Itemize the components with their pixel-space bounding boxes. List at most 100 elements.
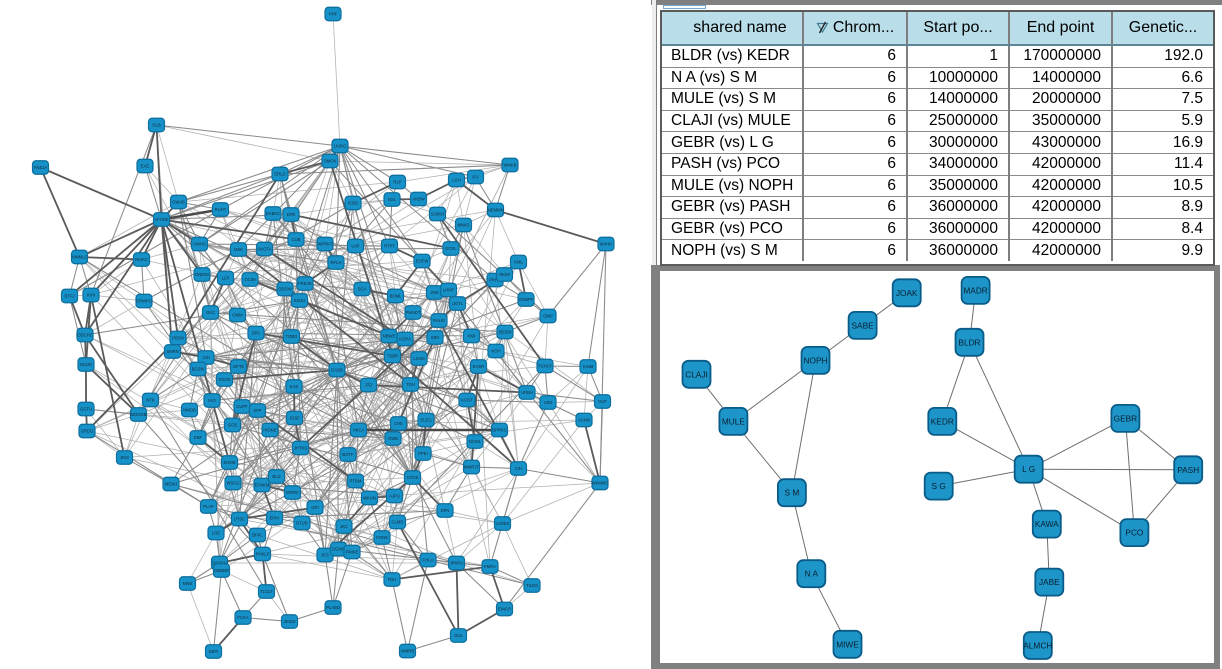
svg-text:OMM: OMM [232, 313, 243, 318]
svg-text:UUOG: UUOG [334, 144, 347, 149]
svg-text:SIRI: SIRI [431, 335, 439, 340]
svg-text:DNEIM: DNEIM [195, 272, 209, 277]
svg-text:GKC: GKC [206, 310, 215, 315]
svg-text:ELEG: ELEG [420, 418, 431, 423]
svg-text:JABE: JABE [1039, 577, 1060, 587]
svg-text:GWB: GWB [388, 436, 398, 441]
svg-text:LGE: LGE [212, 531, 221, 536]
svg-text:UKD: UKD [544, 400, 553, 405]
svg-text:SBJSK: SBJSK [498, 330, 511, 335]
svg-text:CHE: CHE [394, 421, 403, 426]
svg-text:BTFJ: BTFJ [64, 294, 74, 299]
svg-text:PRHU: PRHU [489, 278, 501, 283]
svg-text:CUB: CUB [292, 237, 301, 242]
svg-text:KML: KML [514, 260, 523, 265]
svg-text:HKCA: HKCA [353, 428, 365, 433]
svg-text:LHMT: LHMT [443, 288, 455, 293]
svg-text:SKOTA: SKOTA [258, 247, 272, 252]
svg-text:TGH: TGH [406, 382, 415, 387]
svg-text:FREAE: FREAE [298, 281, 312, 286]
svg-text:SJSKN: SJSKN [431, 212, 445, 217]
svg-text:AJPU: AJPU [389, 494, 400, 499]
svg-text:OBBBR: OBBBR [214, 568, 229, 573]
svg-text:JKC: JKC [340, 524, 348, 529]
svg-text:NSL: NSL [388, 197, 397, 202]
svg-text:FMIKE: FMIKE [346, 550, 359, 555]
svg-text:EPIH: EPIH [270, 516, 280, 521]
svg-text:ODOW: ODOW [278, 287, 292, 292]
svg-text:WKUN: WKUN [363, 496, 376, 501]
svg-text:NCWL: NCWL [469, 439, 482, 444]
svg-text:RUHT: RUHT [215, 207, 227, 212]
svg-text:WSCG: WSCG [226, 481, 239, 486]
svg-text:PCO: PCO [1125, 528, 1144, 538]
svg-text:CLAJI: CLAJI [685, 369, 708, 379]
svg-text:IHO: IHO [208, 398, 216, 403]
svg-text:MIWE: MIWE [836, 639, 859, 649]
svg-text:UGTL: UGTL [452, 301, 464, 306]
svg-text:BOTF: BOTF [342, 452, 354, 457]
svg-text:ICBG: ICBG [348, 201, 358, 206]
svg-text:SMRN: SMRN [166, 349, 178, 354]
svg-text:RKMI: RKMI [499, 272, 509, 277]
svg-text:KGRA: KGRA [399, 337, 411, 342]
svg-text:FHLU: FHLU [423, 558, 434, 563]
svg-text:DEPI: DEPI [209, 649, 219, 654]
svg-text:NTK: NTK [146, 398, 155, 403]
svg-text:AFHSE: AFHSE [155, 217, 169, 222]
svg-text:HWMLC: HWMLC [72, 255, 88, 260]
svg-text:NWDB: NWDB [183, 408, 196, 413]
svg-text:KCOT: KCOT [461, 398, 473, 403]
svg-text:TLCLF: TLCLF [260, 589, 273, 594]
svg-text:WMKB: WMKB [503, 163, 516, 168]
svg-text:PHKLF: PHKLF [256, 552, 270, 557]
svg-text:EOFW: EOFW [416, 259, 429, 264]
svg-text:BPRKC: BPRKC [492, 428, 506, 433]
svg-text:JNN: JNN [430, 290, 438, 295]
svg-text:PLAP: PLAP [203, 504, 214, 509]
svg-text:EFNKM: EFNKM [255, 483, 270, 488]
svg-text:BGSW: BGSW [192, 367, 205, 372]
svg-text:UTSC: UTSC [234, 517, 245, 522]
svg-text:S M: S M [785, 488, 800, 498]
svg-text:TILDS: TILDS [526, 583, 538, 588]
svg-text:JPKRU: JPKRU [450, 561, 464, 566]
svg-text:ERLD: ERLD [274, 172, 285, 177]
svg-text:LLR: LLR [222, 276, 230, 281]
svg-text:SFP: SFP [253, 408, 261, 413]
svg-text:DGWB: DGWB [332, 547, 345, 552]
svg-text:GRDO: GRDO [81, 429, 94, 434]
svg-text:DPE: DPE [287, 212, 296, 217]
svg-text:LGH: LGH [452, 178, 461, 183]
svg-text:DPC: DPC [252, 331, 261, 336]
svg-text:FDH: FDH [388, 577, 397, 582]
svg-text:WKMMC: WKMMC [592, 481, 609, 486]
svg-text:JOAK: JOAK [896, 288, 918, 298]
svg-text:SABE: SABE [852, 320, 875, 330]
svg-text:JCS: JCS [321, 553, 329, 558]
svg-text:HIONE: HIONE [263, 428, 276, 433]
svg-text:KMI: KMI [468, 334, 475, 339]
svg-text:IFA: IFA [472, 175, 478, 180]
svg-text:N A: N A [805, 569, 819, 579]
svg-text:AKNN: AKNN [578, 418, 590, 423]
svg-text:KAS: KAS [290, 384, 299, 389]
svg-text:UJOEK: UJOEK [496, 521, 510, 526]
svg-text:PWADT: PWADT [406, 310, 421, 315]
svg-text:LGJM: LGJM [413, 356, 425, 361]
svg-text:JIKS: JIKS [120, 455, 129, 460]
svg-text:IANM: IANM [583, 364, 594, 369]
svg-text:GGTU: GGTU [80, 407, 92, 412]
svg-text:RAHG: RAHG [433, 318, 445, 323]
svg-text:URBH: URBH [521, 390, 533, 395]
svg-text:PPEI: PPEI [418, 451, 428, 456]
svg-text:BLD: BLD [272, 474, 280, 479]
svg-text:MSK: MSK [234, 247, 243, 252]
svg-text:KEDR: KEDR [931, 416, 954, 426]
svg-text:FMRA: FMRA [484, 564, 496, 569]
svg-text:JTD: JTD [365, 383, 373, 388]
svg-text:KAWA: KAWA [1035, 519, 1059, 529]
svg-text:BOML: BOML [390, 294, 403, 299]
svg-text:ONNPF: ONNPF [519, 297, 534, 302]
svg-text:KGOS: KGOS [218, 377, 230, 382]
